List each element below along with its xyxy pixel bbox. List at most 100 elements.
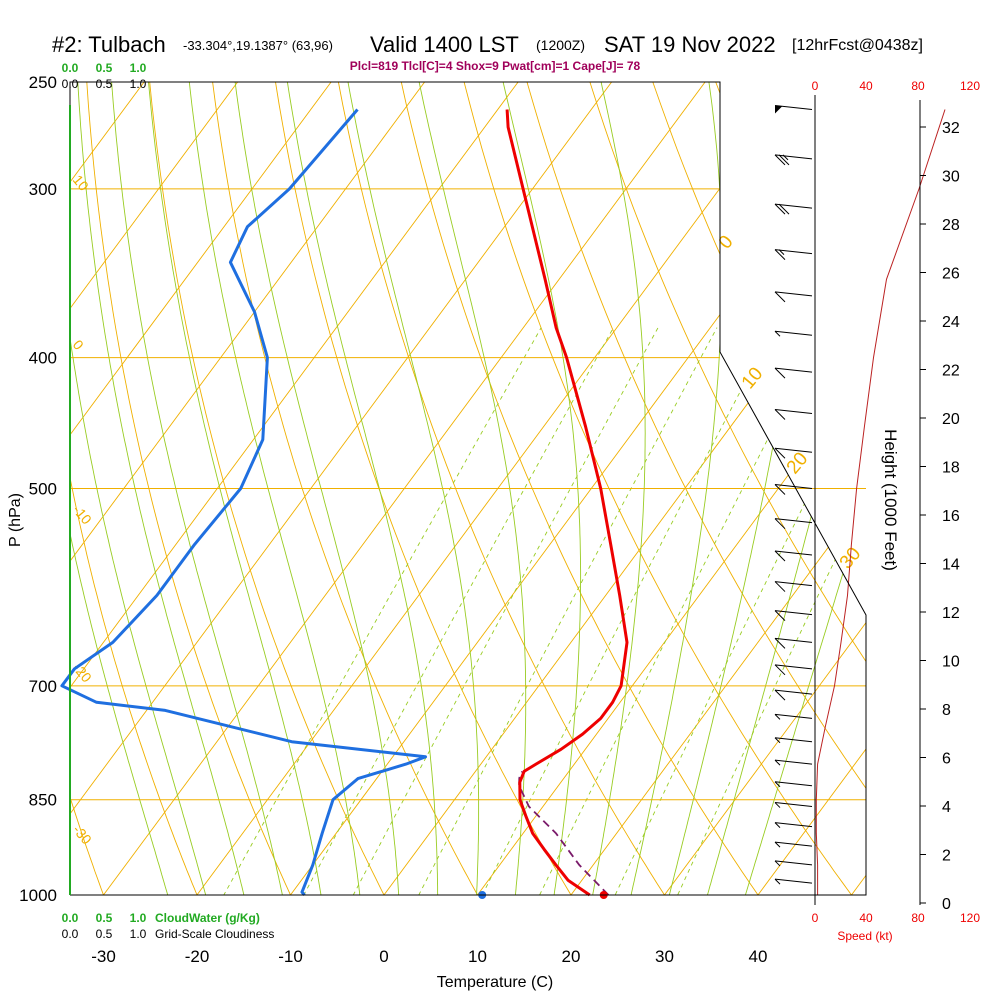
height-tick-label: 0: [942, 896, 951, 913]
wind-barb: [774, 689, 813, 701]
moist-adiabat-line: [109, 82, 289, 895]
wind-barb-full: [774, 367, 786, 379]
wind-speed-title: Speed (kt): [837, 929, 892, 943]
wind-barb-staff: [774, 860, 813, 866]
height-tick-label: 10: [942, 654, 960, 671]
cloudwater-bottom-label: 1.0: [130, 911, 147, 925]
wind-barb: [774, 737, 813, 744]
mixing-ratio-line: [403, 327, 718, 895]
isotherm-line: [81, 82, 724, 895]
wind-barb-staff: [774, 367, 813, 373]
wind-barb-half: [774, 860, 781, 867]
wind-barb-staff: [774, 447, 813, 453]
height-tick-label: 24: [942, 314, 960, 331]
wind-barb-full: [774, 550, 786, 562]
cloudiness-bottom-label: 1.0: [130, 927, 147, 941]
cloudwater-bottom-label: 0.0: [62, 911, 79, 925]
wind-barb-full: [774, 581, 786, 592]
wind-speed-top-label: 120: [960, 79, 980, 93]
cloudiness-top-label: 0.5: [96, 77, 113, 91]
mixing-ratio-line: [467, 327, 775, 895]
wind-barb-full: [778, 203, 790, 215]
wind-barb-staff: [774, 781, 813, 787]
temperature-tick-label: -30: [91, 947, 116, 966]
temperature-axis: -30 -20 -10 0 10 20 30 40: [91, 947, 767, 966]
height-tick-label: 8: [942, 702, 951, 719]
cloudwater-bottom-label: 0.5: [96, 911, 113, 925]
title-zulu: (1200Z): [536, 37, 585, 53]
wind-barb-staff: [774, 518, 813, 524]
wind-barb: [774, 291, 813, 303]
wind-barb-staff: [774, 878, 813, 884]
wind-speed-top-label: 0: [812, 79, 819, 93]
wind-barb-staff: [774, 759, 813, 765]
wind-barb-staff: [774, 203, 813, 209]
wind-barb-staff: [774, 249, 813, 255]
isotherm-label: -10: [70, 502, 95, 528]
isotherm-label: 0: [70, 337, 87, 353]
wind-barb-staff: [774, 610, 813, 616]
pressure-tick-label: 400: [29, 349, 57, 368]
temperature-tick-label: 0: [379, 947, 388, 966]
wind-speed-top-label: 80: [911, 79, 925, 93]
wind-barb: [774, 484, 813, 495]
wind-barb-full: [774, 409, 786, 420]
dry-adiabat-line: [70, 82, 115, 895]
mixing-ratio-line: [337, 327, 659, 895]
wind-barb: [774, 841, 813, 848]
chart-title: #2: Tulbach -33.304°,19.1387° (63,96) Va…: [52, 32, 923, 73]
moist-adiabat-line: [413, 82, 527, 895]
wind-barb-half: [774, 737, 781, 744]
title-location: -33.304°,19.1387° (63,96): [183, 38, 333, 53]
wind-barb-staff: [774, 154, 813, 160]
isotherm-line: [70, 82, 630, 895]
wind-barb-full: [774, 518, 786, 530]
dewpoint-line: [60, 108, 427, 896]
wind-speed-line: [815, 109, 946, 895]
wind-speed-bottom-label: 40: [859, 911, 873, 925]
wind-barb: [774, 367, 813, 379]
height-tick-label: 4: [942, 799, 951, 816]
dry-adiabat-label: 10: [738, 364, 768, 394]
wind-barb-full: [774, 447, 786, 459]
wind-barb-flag: [775, 105, 782, 114]
height-tick-label: 18: [942, 460, 960, 477]
isotherm-line: [549, 82, 866, 895]
mixing-ratio-line: [207, 327, 542, 895]
bottom-scales: 0.0 0.5 1.0 0.0 0.5 1.0: [62, 911, 147, 941]
moist-adiabat-line: [70, 82, 214, 895]
wind-barb: [774, 203, 813, 215]
moist-adiabat-line: [70, 82, 177, 895]
wind-barb-staff: [774, 689, 813, 695]
wind-barb-full: [774, 664, 786, 676]
isotherm-line: [829, 82, 866, 895]
top-scales: 0.0 0.5 1.0 0.0 0.5 1.0: [62, 61, 147, 895]
dry-adiabat-line: [70, 82, 210, 895]
wind-barb-full: [774, 203, 786, 215]
moist-adiabat-line: [76, 82, 252, 895]
wind-barb-half: [774, 878, 781, 885]
isotherm-label: 10: [70, 172, 92, 194]
wind-barb-staff: [774, 841, 813, 847]
dry-adiabat-line: [271, 82, 589, 895]
wind-barb-half: [782, 154, 789, 161]
moist-adiabat-line: [283, 82, 439, 895]
dry-adiabat-line: [644, 82, 866, 895]
wind-barb-staff: [774, 550, 813, 556]
wind-barb-full: [778, 154, 790, 166]
dry-adiabat-line: [893, 58, 1000, 924]
wind-speed-scale: 0 40 80 1200 40 80 120: [812, 79, 981, 925]
dry-adiabat-line: [706, 82, 866, 895]
wind-barb-half: [774, 781, 781, 788]
pressure-tick-label: 250: [29, 73, 57, 92]
height-axis-label: Height (1000 Feet): [881, 429, 900, 571]
height-tick-label: 22: [942, 363, 960, 380]
moist-adiabat-line: [698, 82, 866, 895]
dry-adiabat-line: [146, 82, 400, 895]
wind-barb-half: [774, 714, 781, 720]
wind-barb: [774, 759, 813, 766]
dry-adiabat-line: [333, 82, 684, 895]
wind-barb-full: [774, 610, 786, 622]
temperature-tick-label: 10: [468, 947, 487, 966]
